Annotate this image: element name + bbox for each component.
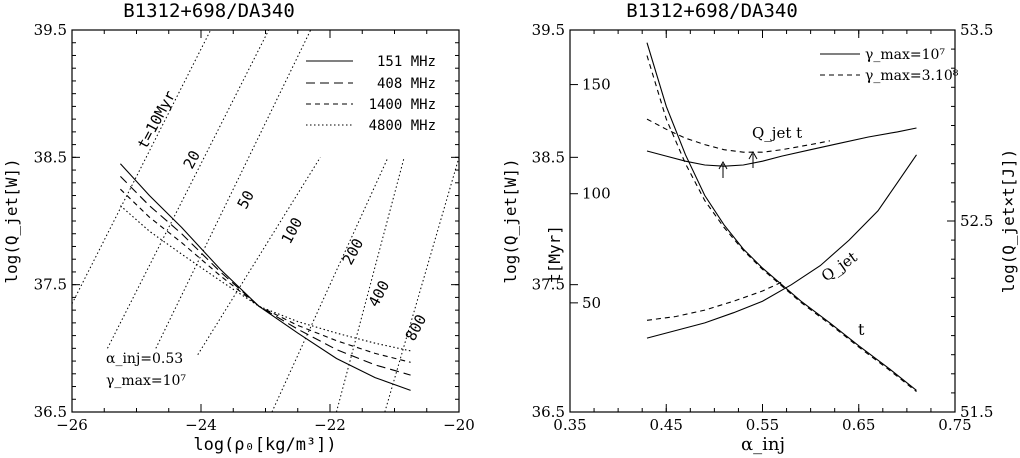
right-y-tick-label: 36.5 — [532, 403, 565, 421]
left-y-tick-label: 38.5 — [34, 148, 67, 166]
right-y-tick-label: 38.5 — [532, 148, 565, 166]
legend-label-4800: 4800 MHz — [369, 118, 436, 134]
left-panel: B1312+698/DA340 −26 −24 −22 −20 36.5 37.5 38.5… — [2, 0, 475, 455]
legend-label-1400: 1400 MHz — [369, 97, 436, 113]
isochrone-label-10: t=10Myr — [134, 88, 180, 152]
left-series-line-1 — [120, 176, 411, 376]
isochrone-line-5 — [335, 157, 405, 413]
right-y-axis-label-left: log(Q_jet[W]) — [501, 158, 520, 283]
legend-label-408: 408 MHz — [377, 76, 436, 92]
left-age-isochrones — [71, 29, 460, 413]
right-series-line-1 — [646, 118, 831, 153]
right-series-line-3 — [646, 281, 783, 321]
legend-label-gamma-3e8: γ_max=3.10⁸ — [865, 68, 959, 84]
isochrone-label-200: 200 — [339, 236, 368, 268]
right-series-line-4 — [646, 42, 917, 391]
isochrone-line-6 — [384, 157, 460, 413]
left-x-tick-label: −22 — [314, 416, 346, 434]
left-x-axis-label: log(ρ₀[kg/m³]) — [193, 435, 336, 455]
curve-label-qjet-t: Q_jet t — [752, 124, 802, 142]
right-y-tick-label: 39.5 — [532, 21, 565, 39]
right-axes: 0.35 0.45 0.55 0.65 0.75 36.5 37.5 38.5 39.5 50 10… — [532, 21, 994, 434]
isochrone-line-1 — [107, 29, 270, 349]
isochrone-line-2 — [155, 29, 312, 349]
right-series-line-0 — [646, 127, 917, 167]
right-energy-tick-label: 52.5 — [960, 212, 993, 230]
right-x-axis-label: α_inj — [741, 434, 785, 455]
right-x-tick-label: 0.65 — [842, 416, 875, 434]
isochrone-label-800: 800 — [402, 312, 431, 344]
isochrone-line-3 — [197, 157, 321, 355]
left-axes: −26 −24 −22 −20 36.5 37.5 38.5 39.5 — [34, 21, 475, 434]
legend-label-151: 151 MHz — [377, 54, 436, 70]
right-x-tick-label: 0.75 — [938, 416, 971, 434]
right-title: B1312+698/DA340 — [626, 0, 798, 22]
right-x-tick-label: 0.55 — [746, 416, 779, 434]
right-panel: B1312+698/DA340 0.35 0.45 0.55 0.65 0.75 36.5… — [501, 0, 1018, 455]
minimum-arrow-2 — [748, 150, 758, 168]
minimum-arrow-1 — [718, 160, 728, 178]
right-energy-tick-label: 53.5 — [960, 21, 993, 39]
left-legend: 151 MHz 408 MHz 1400 MHz 4800 MHz — [306, 54, 436, 134]
right-plot-frame — [569, 29, 956, 413]
left-title: B1312+698/DA340 — [123, 0, 295, 22]
right-legend: γ_max=10⁷ γ_max=3.10⁸ — [820, 47, 959, 84]
right-energy-tick-label: 51.5 — [960, 403, 993, 421]
isochrone-line-4 — [271, 157, 389, 413]
annotation-gamma-max: γ_max=10⁷ — [106, 373, 186, 389]
right-x-tick-label: 0.45 — [650, 416, 683, 434]
left-series-line-2 — [120, 188, 411, 363]
right-x-tick-label: 0.35 — [553, 416, 586, 434]
left-series — [119, 163, 411, 391]
right-series-line-2 — [646, 154, 917, 339]
isochrone-label-400: 400 — [365, 278, 394, 310]
left-y-axis-label: log(Q_jet[W]) — [2, 158, 21, 283]
time-tick-label: 150 — [582, 76, 611, 94]
right-y-axis-label-right: log(Q_jet×t[J]) — [999, 149, 1018, 294]
isochrone-label-20: 20 — [180, 147, 204, 171]
right-series-line-5 — [646, 55, 917, 393]
isochrone-label-100: 100 — [278, 215, 307, 247]
time-tick-label: 100 — [582, 185, 611, 203]
left-x-tick-label: −24 — [185, 416, 217, 434]
left-y-tick-label: 39.5 — [34, 21, 67, 39]
left-series-line-3 — [120, 205, 411, 352]
time-tick-label: 50 — [582, 294, 601, 312]
right-y-axis-label-time: t[Myr] — [545, 225, 564, 283]
curve-label-t: t — [858, 320, 865, 339]
left-y-tick-label: 36.5 — [34, 403, 67, 421]
isochrone-line-0 — [71, 29, 212, 304]
legend-label-gamma-1e7: γ_max=10⁷ — [865, 47, 945, 63]
annotation-alpha-inj: α_inj=0.53 — [106, 351, 183, 367]
curve-label-qjet: Q_jet — [818, 248, 861, 285]
isochrone-label-50: 50 — [234, 187, 258, 211]
left-x-tick-label: −20 — [443, 416, 475, 434]
right-series — [646, 42, 917, 393]
left-y-tick-label: 37.5 — [34, 276, 67, 294]
right-y-tick-label: 37.5 — [532, 276, 565, 294]
left-x-tick-label: −26 — [56, 416, 88, 434]
